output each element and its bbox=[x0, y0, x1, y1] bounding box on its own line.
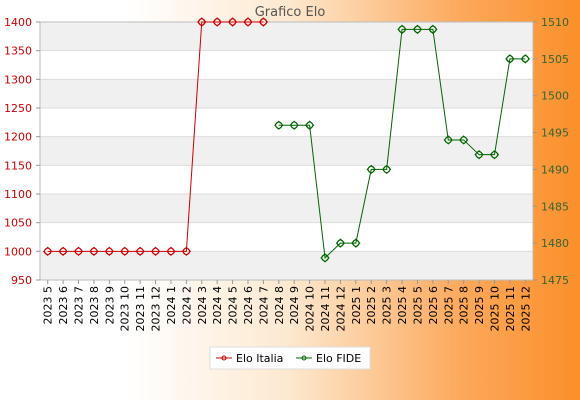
x-tick-label: 2024 10 bbox=[304, 286, 317, 332]
x-tick-label: 2023 7 bbox=[73, 286, 86, 325]
x-tick-label: 2024 2 bbox=[180, 286, 193, 325]
x-tick-label: 2025 9 bbox=[473, 286, 486, 325]
data-point-ring bbox=[459, 136, 468, 144]
data-point-ring bbox=[444, 136, 452, 144]
legend-label: Elo Italia bbox=[236, 352, 283, 365]
x-tick-label: 2024 6 bbox=[242, 286, 255, 325]
legend: Elo Italia Elo FIDE bbox=[209, 346, 371, 370]
data-point-ring bbox=[382, 165, 391, 174]
data-point-ring bbox=[321, 254, 329, 262]
data-point-ring bbox=[521, 55, 529, 63]
x-tick-label: 2023 10 bbox=[119, 286, 132, 332]
x-tick-label: 2023 6 bbox=[57, 286, 70, 325]
y-left-tick-label: 1200 bbox=[4, 131, 32, 144]
data-point-ring bbox=[167, 247, 175, 256]
x-tick-label: 2023 9 bbox=[103, 286, 116, 325]
data-point-ring bbox=[275, 121, 283, 129]
x-tick-label: 2025 1 bbox=[350, 286, 363, 325]
data-point-ring bbox=[352, 239, 360, 247]
legend-box bbox=[209, 346, 371, 370]
x-tick-label: 2023 8 bbox=[88, 286, 101, 325]
series-line-1 bbox=[278, 28, 526, 259]
y-left-tick-label: 1400 bbox=[4, 16, 32, 29]
x-tick-label: 2024 9 bbox=[288, 286, 301, 325]
data-point-ring bbox=[136, 247, 144, 256]
legend-marker bbox=[301, 355, 307, 361]
x-tick-label: 2024 4 bbox=[211, 286, 224, 325]
grid-band bbox=[40, 22, 533, 51]
data-point-ring bbox=[151, 247, 160, 256]
data-point-ring bbox=[244, 18, 252, 26]
x-tick-label: 2024 5 bbox=[227, 286, 240, 325]
y-left-tick-label: 950 bbox=[11, 274, 32, 287]
data-point-ring bbox=[429, 25, 437, 34]
data-point-ring bbox=[413, 25, 422, 34]
data-point-ring bbox=[74, 247, 83, 256]
x-tick-label: 2023 12 bbox=[150, 286, 163, 332]
y-right-tick-label: 1490 bbox=[541, 163, 569, 176]
x-tick-label: 2025 8 bbox=[458, 286, 471, 325]
data-point-ring bbox=[90, 247, 98, 256]
y-left-tick-label: 1100 bbox=[4, 188, 32, 201]
x-tick-label: 2024 12 bbox=[334, 286, 347, 332]
grid-band bbox=[40, 79, 533, 108]
y-right-tick-label: 1480 bbox=[541, 237, 569, 250]
x-tick-label: 2025 5 bbox=[411, 286, 424, 325]
y-right-tick-label: 1510 bbox=[541, 16, 569, 29]
y-left-tick-label: 1150 bbox=[4, 159, 32, 172]
data-point-ring bbox=[228, 18, 237, 26]
data-point-ring bbox=[398, 25, 406, 34]
data-point-ring bbox=[182, 247, 191, 256]
y-left-tick-label: 1050 bbox=[4, 217, 32, 230]
y-right-tick-label: 1505 bbox=[541, 53, 569, 66]
x-tick-label: 2024 3 bbox=[196, 286, 209, 325]
x-tick-label: 2025 3 bbox=[381, 286, 394, 325]
x-tick-label: 2025 11 bbox=[504, 286, 517, 332]
x-tick-label: 2024 7 bbox=[257, 286, 270, 325]
data-point-ring bbox=[475, 150, 483, 159]
y-right-tick-label: 1500 bbox=[541, 90, 569, 103]
x-tick-label: 2025 7 bbox=[442, 286, 455, 325]
data-point-ring bbox=[44, 247, 52, 256]
y-left-tick-label: 1250 bbox=[4, 102, 32, 115]
data-point-ring bbox=[59, 247, 67, 256]
x-tick-label: 2023 5 bbox=[42, 286, 55, 325]
x-tick-label: 2025 2 bbox=[365, 286, 378, 325]
chart-title: Grafico Elo bbox=[255, 5, 326, 20]
y-right-tick-label: 1475 bbox=[541, 274, 569, 287]
x-tick-label: 2025 10 bbox=[488, 286, 501, 332]
y-left-tick-label: 1350 bbox=[4, 45, 32, 58]
data-point-ring bbox=[198, 18, 206, 26]
data-point-ring bbox=[336, 239, 345, 247]
plot-frame bbox=[39, 21, 534, 281]
y-left-tick-label: 1300 bbox=[4, 73, 32, 86]
x-tick-label: 2025 12 bbox=[519, 286, 532, 332]
data-point-ring bbox=[290, 121, 298, 129]
data-point-ring bbox=[305, 121, 314, 129]
x-tick-label: 2024 8 bbox=[273, 286, 286, 325]
x-tick-label: 2023 11 bbox=[134, 286, 147, 332]
data-point-ring bbox=[259, 18, 268, 26]
data-point-ring bbox=[367, 165, 375, 174]
grid-band bbox=[40, 136, 533, 166]
grid-band bbox=[40, 194, 533, 223]
data-point-ring bbox=[506, 55, 514, 63]
data-point-ring bbox=[213, 18, 221, 26]
x-tick-label: 2025 4 bbox=[396, 286, 409, 325]
y-right-tick-label: 1495 bbox=[541, 127, 569, 140]
y-right-tick-label: 1485 bbox=[541, 200, 569, 213]
legend-label: Elo FIDE bbox=[316, 352, 361, 365]
data-point-ring bbox=[490, 150, 499, 159]
legend-marker bbox=[221, 355, 227, 361]
x-tick-label: 2024 1 bbox=[165, 286, 178, 325]
x-tick-label: 2024 11 bbox=[319, 286, 332, 332]
x-tick-label: 2025 6 bbox=[427, 286, 440, 325]
grid-band bbox=[40, 251, 533, 280]
series-line-0 bbox=[47, 21, 264, 252]
y-left-tick-label: 1000 bbox=[4, 245, 32, 258]
data-point-ring bbox=[121, 247, 129, 256]
data-point-ring bbox=[105, 247, 114, 256]
